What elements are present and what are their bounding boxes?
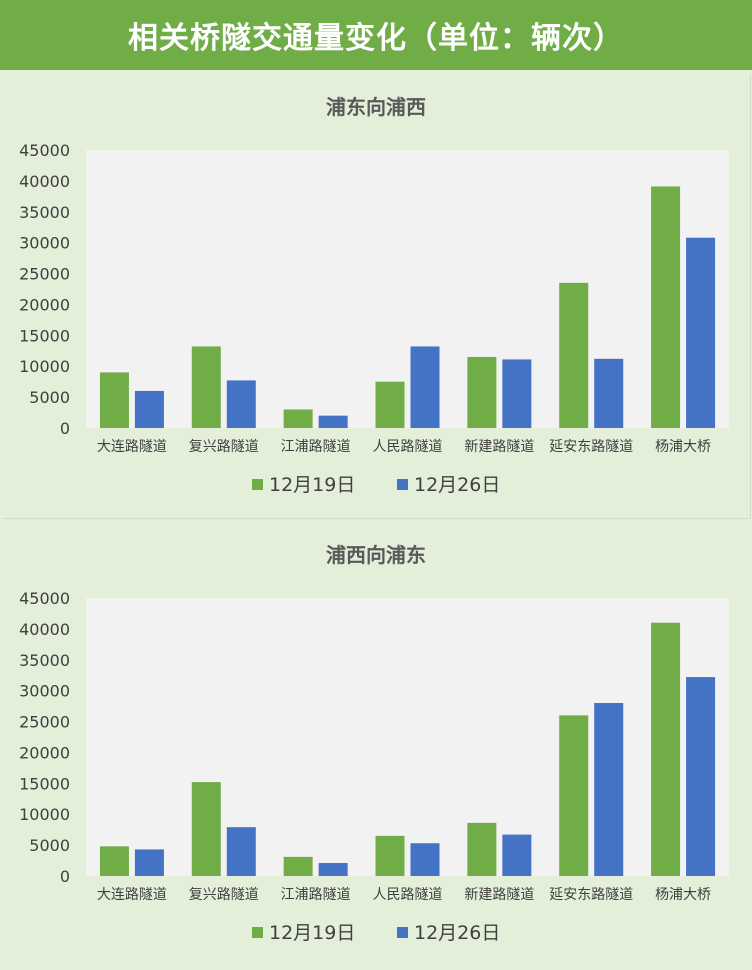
- bar-dec26: [686, 237, 716, 428]
- y-tick-label: 30000: [19, 682, 70, 701]
- bar-dec26: [410, 346, 440, 428]
- y-tick-label: 5000: [29, 388, 70, 407]
- legend-swatch: [397, 479, 408, 490]
- x-tick-label: 延安东路隧道: [549, 887, 633, 903]
- bar-dec19: [99, 846, 129, 876]
- bar-dec26: [226, 380, 256, 428]
- y-tick-label: 40000: [19, 620, 70, 639]
- bar-dec19: [191, 782, 221, 876]
- bar-dec19: [283, 856, 313, 876]
- bar-dec26: [318, 863, 348, 876]
- y-tick-label: 30000: [19, 234, 70, 253]
- y-tick-label: 5000: [29, 836, 70, 855]
- x-tick-label: 大连路隧道: [97, 439, 167, 455]
- page-title: 相关桥隧交通量变化（单位：辆次）: [0, 0, 752, 70]
- plot-area: [86, 598, 729, 876]
- legend-label: 12月26日: [414, 922, 500, 944]
- y-tick-label: 35000: [19, 203, 70, 222]
- x-tick-label: 杨浦大桥: [655, 439, 711, 455]
- bar-dec19: [559, 715, 589, 876]
- bar-dec26: [134, 390, 164, 428]
- bar-dec19: [375, 381, 405, 428]
- bar-dec26: [502, 359, 532, 428]
- bar-dec19: [651, 622, 681, 876]
- bar-dec19: [651, 186, 681, 428]
- y-tick-label: 0: [60, 867, 70, 886]
- bar-dec19: [467, 356, 497, 428]
- legend-swatch: [252, 927, 263, 938]
- x-tick-label: 复兴路隧道: [189, 886, 259, 903]
- bar-dec19: [283, 409, 313, 428]
- y-tick-label: 45000: [19, 141, 70, 160]
- y-tick-label: 45000: [19, 589, 70, 608]
- x-tick-label: 新建路隧道: [464, 887, 534, 903]
- bar-dec19: [375, 835, 405, 876]
- x-tick-label: 人民路隧道: [373, 887, 443, 903]
- y-tick-label: 25000: [19, 713, 70, 732]
- x-tick-label: 大连路隧道: [97, 887, 167, 903]
- y-tick-label: 15000: [19, 326, 70, 345]
- chart-panel-puxi-to-pudong: 浦西向浦东 0 5000 10000 15000 20000 25000 30000 35000…: [2, 522, 750, 966]
- bar-dec19: [99, 372, 129, 428]
- y-tick-label: 0: [60, 419, 70, 438]
- y-tick-label: 10000: [19, 805, 70, 824]
- y-tick-label: 25000: [19, 265, 70, 284]
- x-tick-label: 人民路隧道: [373, 439, 443, 455]
- legend-label: 12月26日: [414, 474, 500, 496]
- bar-dec26: [686, 677, 716, 876]
- chart-title: 浦西向浦东: [326, 543, 426, 567]
- y-tick-label: 35000: [19, 651, 70, 670]
- chart-title: 浦东向浦西: [326, 95, 426, 119]
- bar-dec26: [594, 358, 624, 428]
- bar-dec26: [594, 703, 624, 876]
- chart-pudong-to-puxi: 浦东向浦西 0 5000 10000 15000 20000 25000 30000 35000…: [19, 95, 729, 496]
- x-tick-label: 江浦路隧道: [281, 439, 351, 455]
- bar-dec26: [502, 834, 532, 876]
- chart-puxi-to-pudong: 浦西向浦东 0 5000 10000 15000 20000 25000 30000 35000…: [19, 543, 729, 944]
- x-tick-label: 延安东路隧道: [549, 439, 633, 455]
- legend-label: 12月19日: [269, 474, 355, 496]
- legend-swatch: [397, 927, 408, 938]
- y-tick-label: 15000: [19, 774, 70, 793]
- plot-area: [86, 150, 729, 428]
- bar-dec26: [134, 849, 164, 876]
- bar-dec19: [467, 822, 497, 876]
- y-tick-label: 20000: [19, 295, 70, 314]
- bar-dec19: [191, 346, 221, 428]
- x-tick-label: 杨浦大桥: [655, 887, 711, 903]
- x-tick-label: 复兴路隧道: [189, 438, 259, 455]
- y-tick-label: 20000: [19, 743, 70, 762]
- legend-swatch: [252, 479, 263, 490]
- legend-label: 12月19日: [269, 922, 355, 944]
- bar-dec26: [410, 843, 440, 876]
- y-tick-label: 10000: [19, 357, 70, 376]
- x-tick-label: 新建路隧道: [464, 439, 534, 455]
- bar-dec26: [226, 827, 256, 876]
- y-tick-label: 40000: [19, 172, 70, 191]
- chart-panel-pudong-to-puxi: 浦东向浦西 0 5000 10000 15000 20000 25000 30000 35000…: [2, 74, 751, 519]
- bar-dec19: [559, 282, 589, 428]
- bar-dec26: [318, 415, 348, 428]
- x-tick-label: 江浦路隧道: [281, 887, 351, 903]
